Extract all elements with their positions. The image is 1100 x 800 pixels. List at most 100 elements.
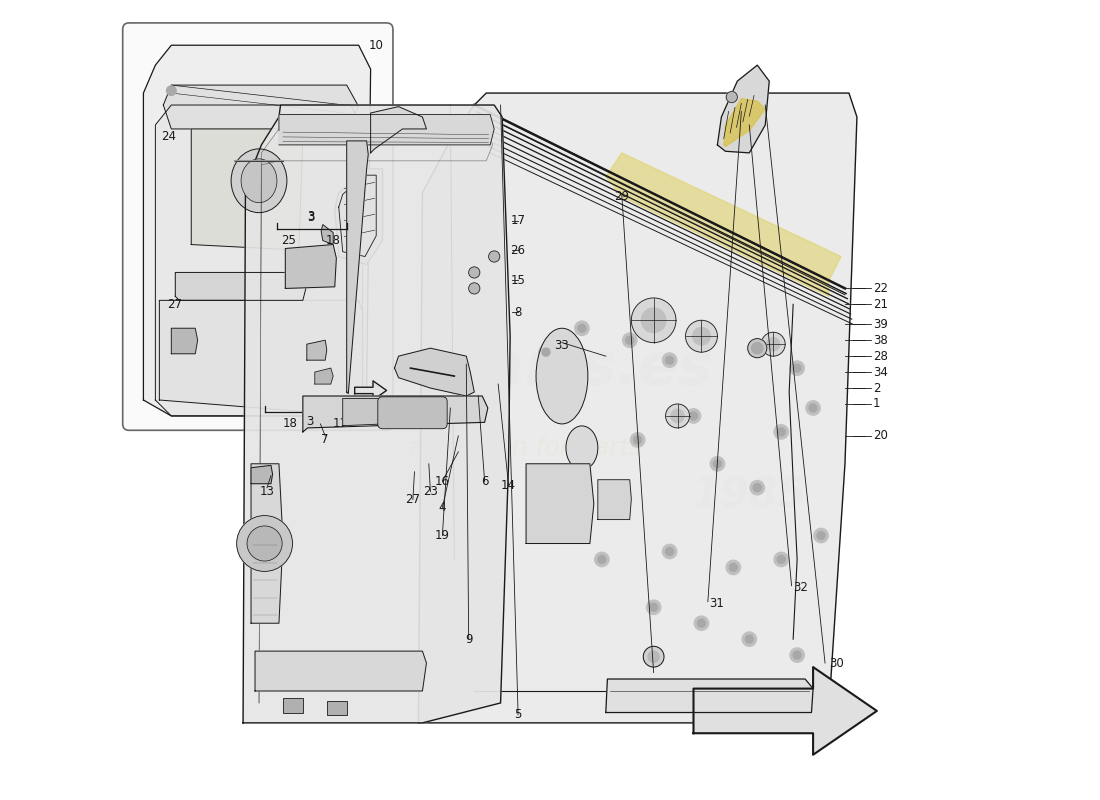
Text: 3: 3 [306,415,313,428]
Text: 15: 15 [510,274,526,287]
Text: 34: 34 [873,366,888,378]
Circle shape [488,251,499,262]
Circle shape [666,356,673,364]
Text: 17: 17 [510,214,526,227]
Text: 31: 31 [710,597,724,610]
Polygon shape [315,368,333,384]
Polygon shape [243,105,510,723]
Circle shape [694,616,708,630]
Polygon shape [160,300,363,416]
Polygon shape [371,106,427,153]
Circle shape [714,460,722,468]
Circle shape [648,651,659,662]
Circle shape [574,321,590,335]
Ellipse shape [241,159,277,202]
Polygon shape [354,381,386,400]
Circle shape [697,619,705,627]
Text: 3: 3 [307,210,315,223]
Polygon shape [279,114,494,145]
Text: 18: 18 [283,418,298,430]
Circle shape [666,547,673,555]
Circle shape [778,428,785,436]
Circle shape [248,526,282,561]
Polygon shape [606,153,842,296]
Polygon shape [343,398,427,426]
Text: 19: 19 [434,529,450,542]
Circle shape [671,410,684,422]
Text: 1985: 1985 [691,474,807,517]
Text: 5: 5 [515,709,521,722]
FancyBboxPatch shape [123,23,393,430]
Circle shape [469,267,480,278]
Text: 26: 26 [510,244,526,257]
Text: 29: 29 [614,190,629,203]
Circle shape [726,91,737,102]
Circle shape [597,555,606,563]
Circle shape [236,515,293,571]
Circle shape [634,436,641,444]
Circle shape [742,632,757,646]
Text: 1: 1 [873,398,880,410]
Text: 16: 16 [434,475,450,488]
Circle shape [778,555,785,563]
Circle shape [623,333,637,347]
Text: 24: 24 [161,130,176,143]
Polygon shape [172,328,198,354]
Circle shape [469,283,480,294]
Ellipse shape [565,426,597,470]
Circle shape [686,409,701,423]
Polygon shape [346,141,368,394]
Circle shape [690,412,697,420]
Circle shape [641,308,666,333]
Circle shape [748,338,767,358]
Circle shape [644,646,664,667]
Polygon shape [251,466,273,484]
Polygon shape [255,651,427,691]
Circle shape [754,484,761,492]
Circle shape [790,361,804,375]
Text: 7: 7 [321,434,329,446]
Text: 22: 22 [873,282,888,295]
Ellipse shape [536,328,587,424]
Text: 20: 20 [873,430,888,442]
Circle shape [711,457,725,471]
Text: 4: 4 [439,501,447,514]
Text: 2: 2 [873,382,880,394]
Circle shape [626,336,634,344]
Polygon shape [334,169,383,265]
Polygon shape [285,245,337,288]
Circle shape [793,364,801,372]
Text: 32: 32 [793,581,808,594]
Text: 8: 8 [515,306,521,319]
Circle shape [666,404,690,428]
Polygon shape [693,667,877,754]
Text: 28: 28 [873,350,888,362]
Bar [327,701,346,715]
Circle shape [693,327,711,345]
Circle shape [729,563,737,571]
Text: eu-parts.es: eu-parts.es [339,340,713,397]
Polygon shape [339,175,376,257]
Text: 14: 14 [500,479,516,492]
Circle shape [814,528,828,542]
Bar [283,698,302,713]
Polygon shape [395,348,474,396]
Circle shape [595,552,609,566]
Text: 11: 11 [333,418,349,430]
Circle shape [662,353,676,367]
Circle shape [662,544,676,558]
Polygon shape [251,464,283,623]
Circle shape [630,433,645,447]
Polygon shape [175,273,307,300]
Text: 27: 27 [167,298,183,311]
Text: 38: 38 [873,334,888,346]
Text: 3: 3 [307,211,315,224]
Text: 18: 18 [326,234,341,247]
Polygon shape [724,98,766,146]
Polygon shape [191,129,302,250]
Polygon shape [302,396,487,432]
Circle shape [578,324,586,332]
Polygon shape [321,225,333,245]
Circle shape [631,298,676,342]
Polygon shape [606,679,813,713]
